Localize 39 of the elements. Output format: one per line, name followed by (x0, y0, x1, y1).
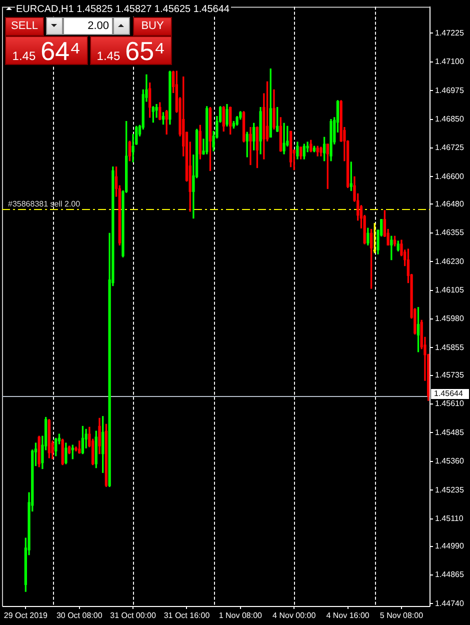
y-tick-label: 1.47100 (435, 57, 464, 66)
y-tick-label: 1.46975 (435, 86, 464, 95)
sell-price-box: 1.45 64⁴ (5, 36, 88, 65)
ref-line-label: 1.45644 (434, 389, 464, 398)
x-tick-label: 4 Nov 16:00 (326, 611, 370, 620)
y-tick-label: 1.46600 (435, 172, 464, 181)
ref-line-label: #35868381 sell 2.00 (8, 200, 81, 208)
y-tick-label: 1.45360 (435, 456, 464, 466)
annotation: 1.45 64⁴ (12, 36, 81, 66)
y-tick-label: 1.46480 (435, 199, 464, 208)
y-tick-label: 1.44865 (435, 570, 464, 580)
y-tick-label: 1.46850 (435, 114, 464, 124)
y-tick-label: 1.46105 (435, 286, 464, 295)
x-tick-label: 5 Nov 08:00 (380, 611, 424, 620)
buy-price-box: 1.45 65⁴ (90, 36, 172, 65)
y-tick-label: 1.45235 (435, 485, 464, 494)
y-tick-label: 1.46230 (435, 256, 464, 266)
y-tick-label: 1.44990 (435, 542, 464, 551)
annotation: 1.45 65⁴ (96, 36, 166, 66)
x-tick-label: 31 Oct 16:00 (164, 611, 210, 620)
x-tick-label: 1 Nov 08:00 (218, 611, 263, 620)
sell-button: SELL (5, 17, 44, 36)
y-tick-label: 1.47225 (435, 28, 464, 38)
y-tick-label: 1.45610 (435, 399, 464, 408)
y-tick-label: 1.46355 (435, 228, 464, 238)
x-tick-label: 31 Oct 00:00 (110, 611, 157, 620)
x-tick-label: 29 Oct 2019 (4, 611, 48, 620)
y-tick-label: 1.44740 (435, 598, 464, 608)
y-tick-label: 1.46725 (435, 143, 464, 152)
y-tick-label: 1.45735 (435, 370, 464, 380)
y-tick-label: 1.45980 (435, 314, 464, 324)
buy-button: BUY (133, 17, 172, 36)
y-tick-label: 1.45110 (435, 514, 464, 523)
x-tick-label: 30 Oct 08:00 (56, 611, 103, 620)
lot-size-field: 2.00 (63, 17, 113, 35)
y-tick-label: 1.45855 (435, 342, 464, 352)
chart-title: EURCAD,H1 1.45825 1.45827 1.45625 1.45644 (15, 4, 230, 15)
y-tick-label: 1.45485 (435, 428, 464, 437)
x-tick-label: 4 Nov 00:00 (272, 611, 316, 620)
